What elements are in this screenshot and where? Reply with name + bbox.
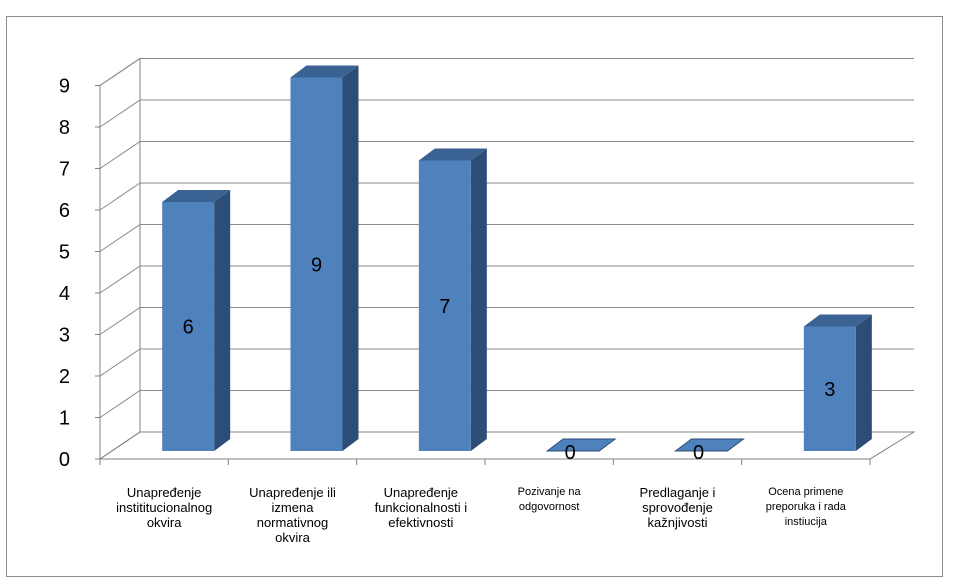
y-tick-label: 8 (59, 117, 70, 139)
gridline (99, 348, 914, 377)
gridline (99, 307, 914, 335)
x-tick-label: Ocena primene preporuka i rada instiucij… (765, 486, 846, 528)
bar-value-label: 6 (183, 317, 194, 339)
gridline (99, 99, 914, 128)
bar-side (342, 65, 359, 451)
bar (803, 326, 856, 451)
bar-top (418, 148, 487, 161)
bar (290, 77, 343, 451)
bar-top (674, 438, 745, 452)
bar (418, 160, 471, 451)
y-tick-label: 4 (59, 283, 70, 305)
y-tick-label: 2 (59, 366, 70, 388)
y-tick-label: 3 (59, 325, 70, 347)
bar-value-label: 3 (824, 379, 835, 401)
x-tick-label: Unapređenje ili izmena normativnog okvir… (249, 485, 336, 545)
y-tick-label: 5 (59, 242, 70, 264)
bar-top (803, 314, 872, 327)
bar-side (855, 314, 872, 451)
bar-value-label: 9 (311, 254, 322, 276)
gridline (99, 390, 914, 418)
bar-top (290, 65, 359, 78)
bar-value-label: 0 (565, 442, 576, 464)
bar-top (162, 190, 231, 202)
x-tick-label: Unapređenje instititucionalnog okvira (116, 485, 213, 530)
bar-top (545, 438, 617, 452)
x-tick-label: Pozivanje na odgovornost (517, 486, 581, 513)
bar (162, 202, 215, 451)
bar-side (214, 190, 231, 451)
y-tick-label: 7 (59, 159, 70, 181)
y-tick-label: 0 (59, 449, 70, 471)
y-tick-label: 9 (59, 76, 70, 98)
bar-value-label: 0 (693, 442, 704, 464)
bar-value-label: 7 (439, 296, 450, 318)
y-tick-label: 1 (59, 408, 70, 430)
gridline (99, 141, 914, 169)
y-tick-label: 6 (59, 200, 70, 222)
gridline (99, 265, 914, 294)
left-wall (99, 57, 141, 460)
x-tick-label: Predlaganje i sprovođenje kažnjivosti (639, 485, 716, 530)
bar-side (470, 148, 487, 451)
gridline (99, 58, 914, 86)
gridline (99, 224, 914, 252)
x-tick-label: Unapređenje funkcionalnosti i efektivnos… (374, 485, 468, 530)
gridline (99, 182, 914, 211)
